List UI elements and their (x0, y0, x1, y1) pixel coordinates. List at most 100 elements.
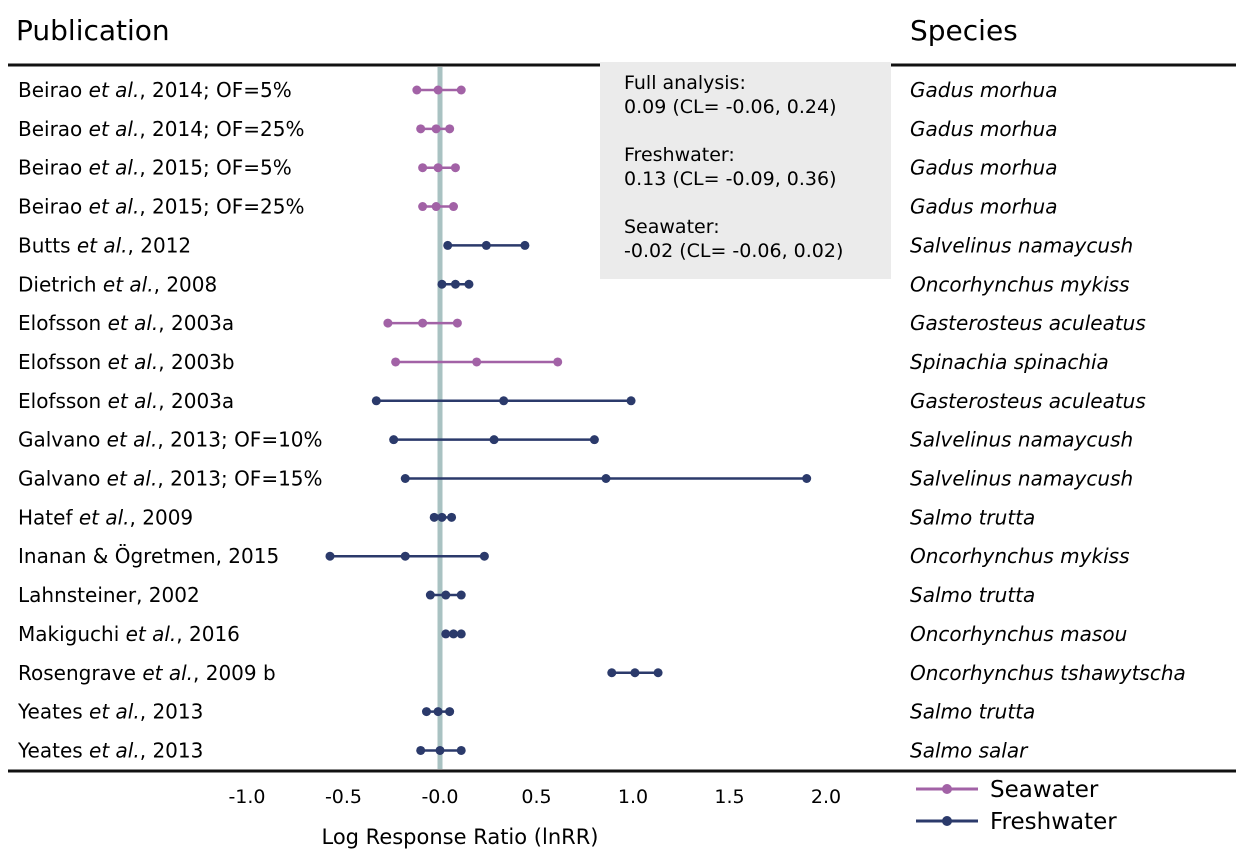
publication-label: Elofsson et al., 2003a (18, 311, 234, 335)
x-tick-label: 1.5 (714, 786, 744, 808)
legend-swatch-dot (942, 784, 952, 794)
ci-upper-point (456, 745, 466, 755)
species-label: Salmo salar (910, 738, 1029, 762)
et-al-text: et al. (107, 467, 158, 491)
author-text: Lahnsteiner, 2002 (18, 583, 200, 607)
publication-label: Dietrich et al., 2008 (18, 272, 217, 296)
ci-lower-point (441, 629, 451, 639)
study-row: Elofsson et al., 2003a Gasterosteus acule… (18, 389, 1146, 413)
estimate-point (400, 551, 410, 561)
estimate-point (489, 435, 499, 445)
author-text: Inanan & Ögretmen, 2015 (18, 544, 279, 568)
et-al-text: et al. (126, 622, 177, 646)
year-text: , 2015; OF=25% (139, 195, 304, 219)
year-text: , 2016 (176, 622, 240, 646)
year-text: , 2009 b (193, 661, 276, 685)
species-label: Salvelinus namaycush (910, 428, 1133, 452)
estimate-point (481, 240, 491, 250)
ci-lower-point (416, 124, 426, 134)
ci-lower-point (383, 318, 393, 328)
study-row: Yeates et al., 2013 Salmo trutta (17, 700, 1035, 724)
publication-label: Beirao et al., 2014; OF=25% (18, 117, 305, 141)
author-text: Yeates (17, 700, 89, 724)
study-rows: Beirao et al., 2014; OF=5% Gadus morhuaBe… (17, 78, 1186, 762)
et-al-text: et al. (89, 78, 140, 102)
et-al-text: et al. (107, 428, 158, 452)
estimate-point (450, 279, 460, 289)
study-row: Galvano et al., 2013; OF=10% Salvelinus n… (18, 428, 1133, 452)
species-label: Gasterosteus aculeatus (910, 389, 1146, 413)
species-label: Salmo trutta (910, 505, 1035, 529)
study-row: Beirao et al., 2015; OF=25% Gadus morhua (18, 195, 1057, 219)
et-al-text: et al. (108, 389, 159, 413)
year-text: , 2008 (154, 272, 218, 296)
ci-upper-point (626, 396, 636, 406)
publication-label: Galvano et al., 2013; OF=15% (18, 467, 323, 491)
et-al-text: et al. (89, 700, 140, 724)
summary-value: 0.09 (CL= -0.06, 0.24) (624, 96, 837, 118)
ci-lower-point (437, 279, 447, 289)
publication-label: Beirao et al., 2015; OF=5% (18, 156, 292, 180)
estimate-point (499, 396, 509, 406)
estimate-point (441, 590, 451, 600)
year-text: , 2014; OF=5% (139, 78, 291, 102)
legend-label: Freshwater (990, 809, 1117, 835)
study-row: Dietrich et al., 2008 Oncorhynchus mykiss (18, 272, 1129, 296)
year-text: , 2009 (130, 505, 194, 529)
ci-upper-point (479, 551, 489, 561)
year-text: , 2013 (140, 738, 204, 762)
x-tick-label: 0.5 (521, 786, 551, 808)
author-text: Makiguchi (18, 622, 126, 646)
ci-lower-point (389, 435, 399, 445)
publication-label: Beirao et al., 2014; OF=5% (18, 78, 292, 102)
author-text: Elofsson (18, 389, 108, 413)
ci-lower-point (421, 707, 431, 717)
species-label: Gadus morhua (910, 78, 1057, 102)
species-label: Spinachia spinachia (910, 350, 1109, 374)
ci-upper-point (445, 707, 455, 717)
species-label: Oncorhynchus masou (910, 622, 1127, 646)
species-label: Oncorhynchus mykiss (910, 544, 1129, 568)
study-row: Beirao et al., 2014; OF=5% Gadus morhua (18, 78, 1057, 102)
x-tick-label: -1.0 (228, 786, 265, 808)
species-label: Salvelinus namaycush (910, 233, 1133, 257)
et-al-text: et al. (89, 117, 140, 141)
summary-box: Full analysis:0.09 (CL= -0.06, 0.24) Fres… (600, 62, 891, 279)
ci-lower-point (607, 668, 617, 678)
study-row: Hatef et al., 2009 Salmo trutta (18, 505, 1035, 529)
author-text: Hatef (18, 505, 79, 529)
ci-lower-point (412, 85, 422, 95)
estimate-point (437, 512, 447, 522)
ci-upper-point (450, 163, 460, 173)
estimate-point (601, 474, 611, 483)
legend: Seawater Freshwater (916, 777, 1117, 835)
ci-upper-point (456, 629, 466, 639)
author-text: Butts (18, 233, 77, 257)
year-text: , 2015; OF=5% (139, 156, 291, 180)
legend-swatch-dot (942, 816, 952, 826)
species-label: Gadus morhua (910, 117, 1057, 141)
x-tick-label: -0.5 (325, 786, 362, 808)
study-row: Lahnsteiner, 2002 Salmo trutta (18, 583, 1035, 607)
estimate-point (433, 85, 443, 95)
study-row: Makiguchi et al., 2016 Oncorhynchus masou (18, 622, 1127, 646)
author-text: Beirao (18, 195, 89, 219)
publication-label: Elofsson et al., 2003b (18, 350, 235, 374)
et-al-text: et al. (77, 233, 128, 257)
summary-value: -0.02 (CL= -0.06, 0.02) (624, 240, 843, 262)
legend-label: Seawater (990, 777, 1099, 803)
estimate-point (418, 318, 428, 328)
ci-upper-point (464, 279, 474, 289)
et-al-text: et al. (89, 738, 140, 762)
ci-lower-point (425, 590, 435, 600)
publication-header: Publication (16, 14, 170, 47)
et-al-text: et al. (79, 505, 130, 529)
publication-label: Butts et al., 2012 (18, 233, 191, 257)
species-label: Gadus morhua (910, 156, 1057, 180)
ci-upper-point (589, 435, 599, 445)
study-row: Beirao et al., 2014; OF=25% Gadus morhua (18, 117, 1057, 141)
ci-upper-point (553, 357, 563, 367)
year-text: , 2014; OF=25% (139, 117, 304, 141)
ci-lower-point (391, 357, 401, 367)
